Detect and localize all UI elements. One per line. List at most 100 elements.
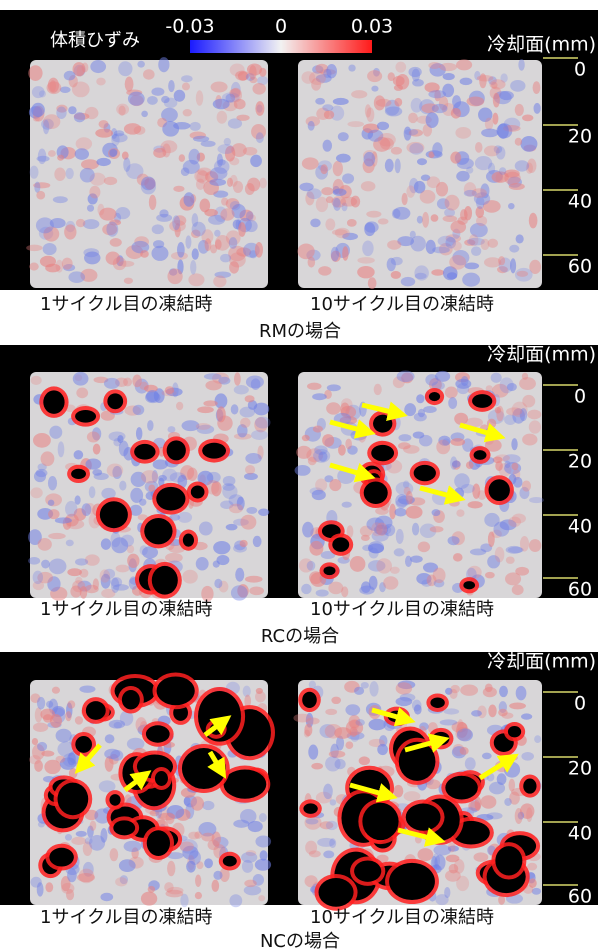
strain-map: [28, 371, 271, 602]
strain-speckle: [450, 684, 460, 694]
strain-speckle: [347, 121, 365, 128]
strain-speckle: [377, 132, 396, 147]
strain-speckle: [74, 495, 81, 505]
strain-speckle: [240, 514, 257, 530]
strain-speckle: [112, 465, 122, 480]
strain-speckle: [45, 493, 62, 507]
aggregate: [428, 392, 441, 402]
strain-speckle: [496, 773, 507, 786]
strain-speckle: [235, 567, 245, 582]
strain-speckle: [126, 163, 144, 180]
strain-speckle: [92, 578, 99, 590]
strain-speckle: [186, 860, 196, 873]
strain-speckle: [450, 220, 467, 234]
strain-speckle: [110, 128, 118, 139]
strain-speckle: [106, 463, 124, 478]
strain-speckle: [140, 470, 159, 484]
aggregate: [363, 481, 388, 505]
strain-speckle: [457, 719, 464, 733]
strain-speckle: [239, 406, 256, 418]
strain-speckle: [178, 154, 186, 162]
strain-speckle: [216, 554, 230, 566]
strain-speckle: [301, 157, 319, 170]
strain-speckle: [124, 405, 142, 416]
strain-speckle: [430, 214, 439, 222]
strain-speckle: [118, 105, 126, 116]
strain-speckle: [131, 847, 139, 859]
strain-speckle: [476, 75, 494, 82]
strain-speckle: [436, 198, 450, 210]
strain-speckle: [436, 439, 451, 455]
strain-speckle: [125, 245, 144, 260]
aggregate: [332, 537, 350, 552]
strain-speckle: [474, 156, 493, 171]
strain-speckle: [209, 167, 228, 180]
strain-speckle: [487, 531, 495, 547]
depth-tick-label: 0: [574, 386, 586, 408]
strain-speckle: [163, 97, 178, 108]
strain-speckle: [433, 579, 445, 588]
strain-speckle: [303, 729, 311, 738]
strain-speckle: [234, 372, 241, 386]
strain-speckle: [84, 106, 99, 120]
strain-speckle: [425, 112, 439, 128]
strain-speckle: [387, 240, 402, 250]
strain-speckle: [237, 71, 249, 81]
aggregate: [202, 442, 227, 459]
strain-speckle: [31, 102, 45, 117]
strain-speckle: [317, 837, 336, 847]
strain-speckle: [468, 234, 479, 247]
aggregate: [222, 855, 237, 867]
strain-speckle: [208, 214, 226, 225]
strain-speckle: [111, 577, 120, 593]
strain-speckle: [413, 412, 427, 422]
strain-speckle: [345, 741, 354, 750]
strain-speckle: [502, 454, 521, 464]
strain-speckle: [182, 109, 192, 117]
strain-speckle: [141, 176, 156, 191]
strain-speckle: [113, 721, 123, 729]
strain-speckle: [364, 104, 372, 118]
strain-speckle: [442, 72, 455, 81]
strain-speckle: [118, 859, 136, 872]
strain-speckle: [229, 894, 243, 908]
strain-speckle: [47, 499, 55, 506]
strain-speckle: [403, 126, 412, 141]
strain-speckle: [246, 506, 258, 514]
strain-speckle: [47, 476, 58, 491]
strain-speckle: [222, 475, 236, 486]
strain-speckle: [37, 571, 53, 584]
strain-speckle: [252, 535, 262, 548]
strain-speckle: [416, 215, 423, 224]
strain-speckle: [431, 103, 448, 114]
strain-speckle: [218, 376, 231, 385]
strain-speckle: [492, 112, 499, 125]
strain-speckle: [190, 259, 197, 275]
strain-speckle: [132, 374, 142, 388]
strain-speckle: [84, 809, 99, 821]
strain-speckle: [416, 158, 428, 166]
strain-speckle: [311, 78, 322, 91]
strain-speckle: [325, 218, 336, 231]
strain-speckle: [244, 395, 255, 403]
strain-speckle: [45, 263, 61, 273]
strain-speckle: [35, 217, 54, 234]
strain-speckle: [519, 408, 528, 422]
caption-left: 1サイクル目の凍結時: [40, 907, 213, 928]
strain-speckle: [368, 547, 379, 559]
strain-speckle: [445, 687, 453, 695]
depth-tick-label: 0: [574, 693, 586, 715]
strain-speckle: [533, 102, 541, 114]
strain-speckle: [85, 458, 102, 470]
strain-speckle: [222, 483, 235, 491]
strain-speckle: [511, 401, 528, 418]
strain-speckle: [229, 88, 241, 98]
strain-speckle: [456, 170, 470, 182]
strain-speckle: [466, 166, 474, 174]
strain-speckle: [194, 891, 203, 900]
strain-speckle: [96, 77, 106, 86]
strain-speckle: [26, 244, 43, 252]
strain-speckle: [411, 699, 422, 712]
strain-speckle: [103, 176, 118, 186]
strain-speckle: [514, 160, 530, 172]
